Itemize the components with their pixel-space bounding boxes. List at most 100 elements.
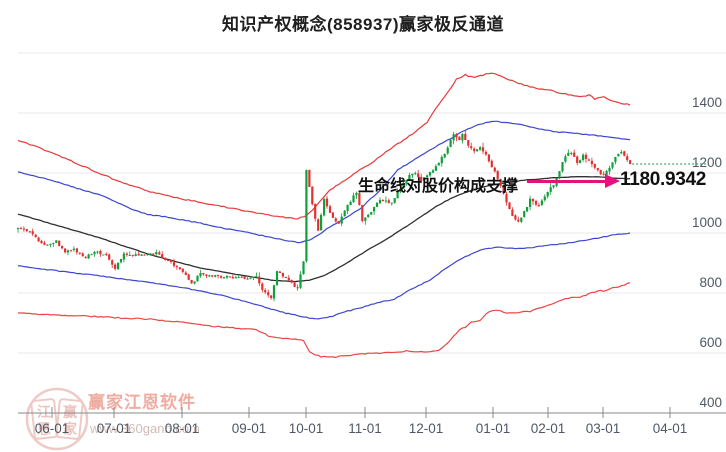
candle-body [93,252,96,255]
candle-body [375,202,379,207]
candle-body [302,261,305,275]
life-line [17,175,631,283]
candle-body [308,169,311,187]
candle-body [390,202,393,204]
candle-body [202,273,205,275]
candle-body [46,244,49,246]
candle-body [119,259,123,263]
candle-body [320,214,323,231]
candle-body [105,254,108,255]
candle-body [361,205,364,221]
support-annotation: 生命线对股价构成支撑 [358,178,519,195]
x-axis-label: 01-01 [476,421,511,436]
candle-body [381,200,384,201]
candle-body [411,173,414,176]
candle-body [414,173,417,175]
candle-body [479,147,482,150]
candle-body [455,134,458,138]
candle-body [184,272,187,275]
arrow-head [605,174,620,188]
candle-body [561,162,564,172]
candle-body [408,175,411,180]
candle-body [84,256,87,258]
candle-body [66,250,70,253]
candle-body [178,267,181,270]
candle-body [158,252,161,255]
candle-body [214,275,217,277]
candle-body [125,253,128,255]
candle-body [19,228,22,230]
candle-body [367,214,370,218]
candle-body [287,277,290,281]
candle-body [199,273,202,277]
x-axis-label: 08-01 [165,421,200,436]
candle-body [252,276,255,278]
candle-body [131,254,134,256]
candle-body [496,170,499,179]
candle-body [140,254,143,256]
candle-body [40,240,43,244]
x-axis-label: 03-01 [586,421,621,436]
candle-body [152,253,155,255]
candle-body [564,156,567,162]
candle-body [143,254,146,256]
candle-body [584,154,588,159]
candle-body [417,173,420,177]
candle-body [169,260,173,262]
candle-body [58,240,61,246]
candle-body [355,192,358,196]
candle-body [37,237,40,242]
candle-body [620,151,623,154]
candle-body [87,254,90,259]
candle-body [108,254,111,260]
candle-body [22,228,25,230]
candle-body [90,254,93,256]
candle-body [175,266,178,268]
candle-body [505,194,508,203]
candle-body [167,259,170,261]
candle-body [314,203,317,219]
candle-body [540,200,543,205]
arrow-shaft [527,180,607,183]
y-axis-label: 800 [699,275,722,290]
candle-body [490,160,493,168]
candle-body [49,244,52,246]
candle-body [234,277,237,279]
candle-body [343,210,346,217]
candle-body [473,148,476,152]
candle-body [352,195,355,203]
candle-body [220,276,223,278]
candle-body [558,171,561,178]
candle-body [52,243,55,245]
candle-body [384,200,387,202]
candle-body [117,262,120,270]
candle-body [573,152,576,157]
y-axis-label: 400 [699,395,722,410]
candle-body [61,245,64,249]
candle-body [311,186,314,205]
candle-body [405,180,408,184]
candle-body [443,153,446,158]
candle-body [567,152,570,156]
candle-body [552,185,555,188]
candle-body [629,160,632,164]
chart-title: 知识产权概念(858937)赢家极反通道 [221,15,505,34]
candle-body [517,219,520,222]
candle-body [393,198,396,203]
candle-body [358,193,361,206]
candle-body [187,274,190,280]
candle-body [25,229,28,232]
candle-body [164,257,167,260]
candle-body [323,199,326,216]
candle-body [378,199,382,204]
candle-body [579,160,582,163]
candle-body [328,206,332,213]
candle-body [458,136,461,140]
candle-body [264,290,267,293]
candle-body [196,275,199,282]
candle-body [611,162,614,168]
candle-body [499,179,502,186]
candle-body [502,185,505,194]
candle-body [225,276,229,278]
